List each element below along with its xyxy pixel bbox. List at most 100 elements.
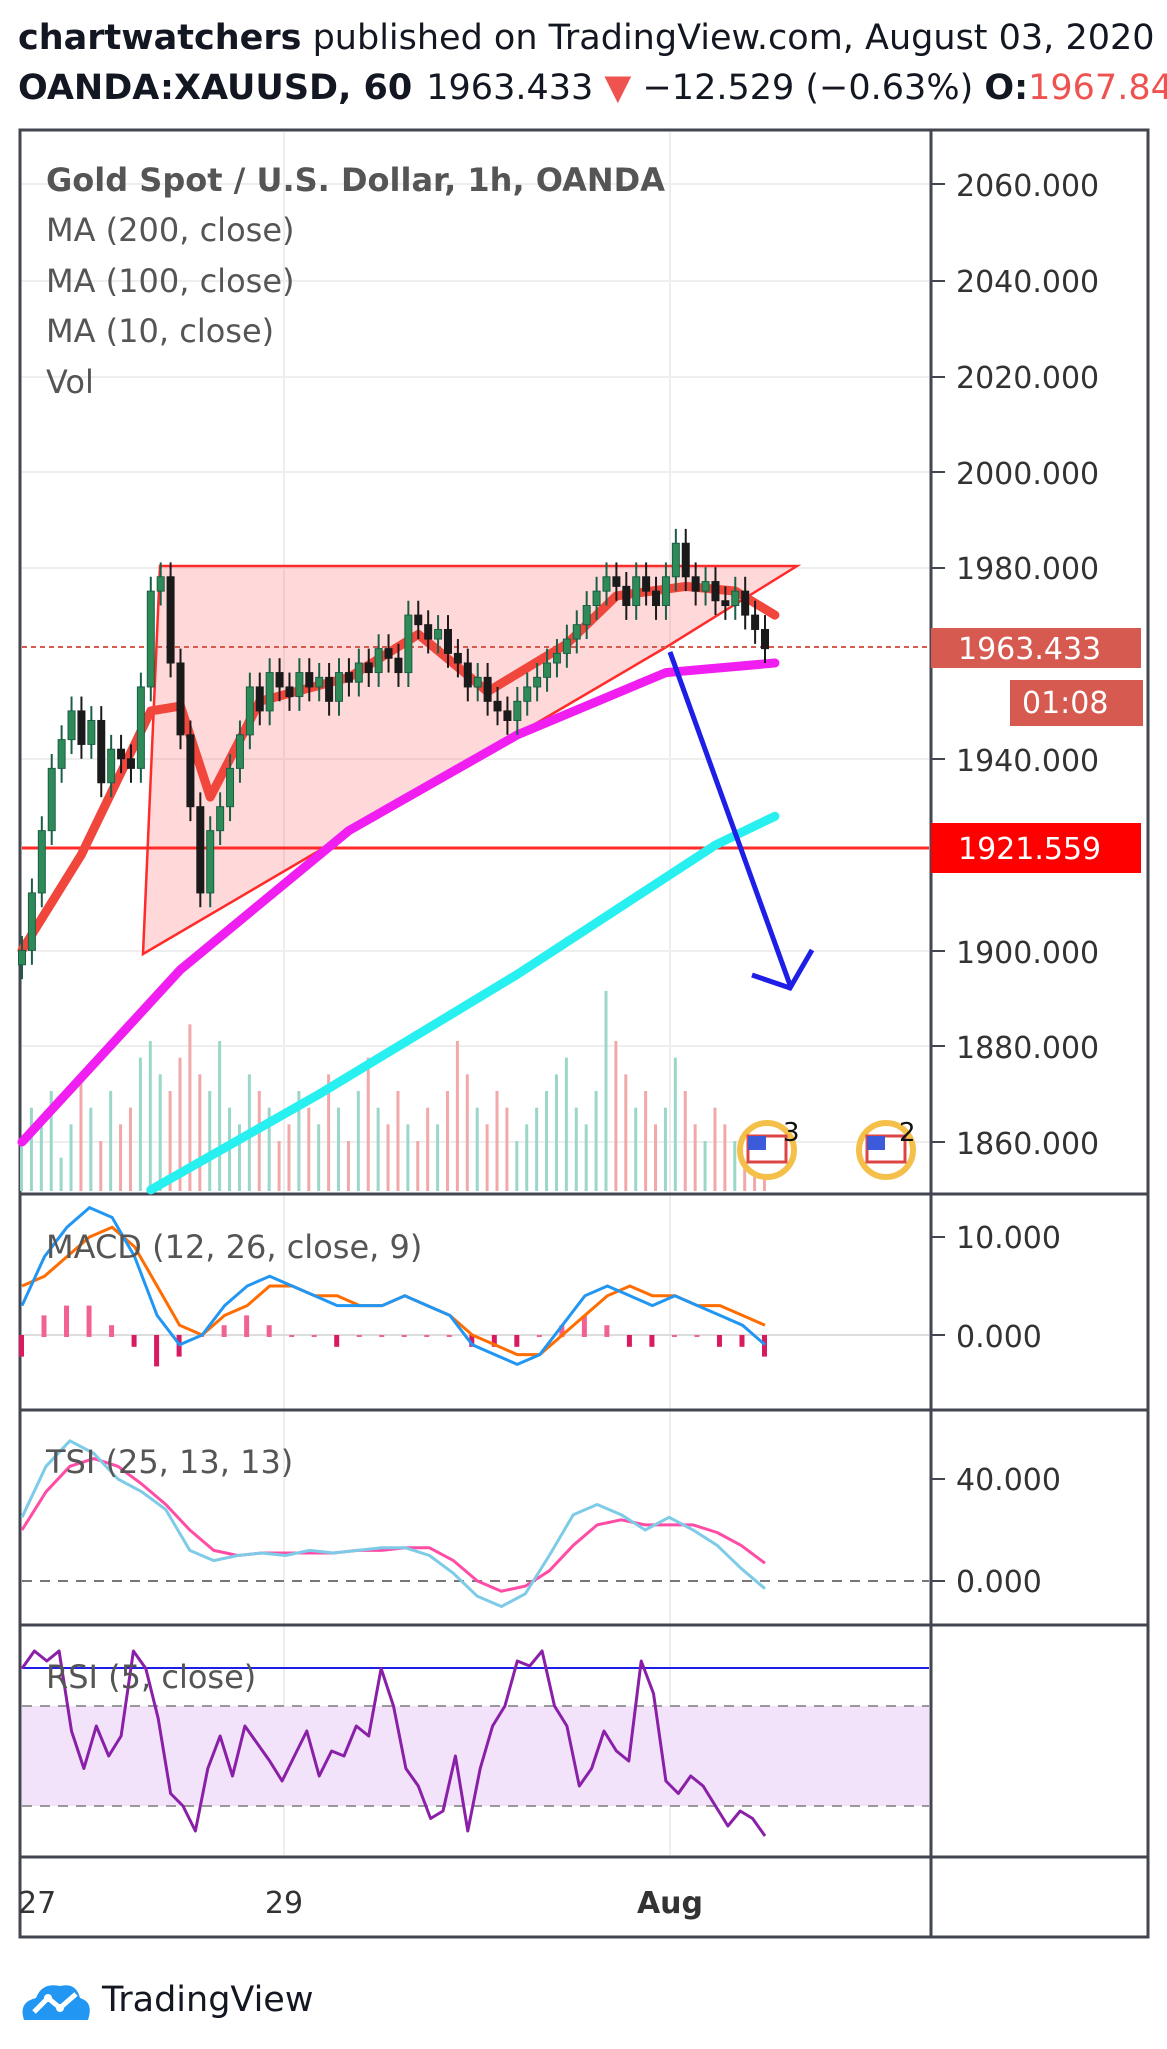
volume-bar	[376, 1107, 380, 1191]
volume-bar	[554, 1074, 558, 1191]
volume-bar	[723, 1124, 727, 1191]
event-marker[interactable]: 2	[856, 1118, 916, 1180]
volume-bar	[495, 1091, 499, 1191]
candle-body	[136, 686, 145, 769]
volume-bar	[356, 1091, 360, 1191]
flag-canton	[867, 1136, 885, 1150]
macd-histogram-bar	[671, 1335, 677, 1337]
volume-bar	[386, 1124, 390, 1191]
y-tick-label: 1860.000	[956, 1127, 1099, 1162]
candle-body	[275, 672, 284, 688]
legend-ma10: MA (10, close)	[46, 312, 274, 350]
candle-body	[751, 614, 760, 630]
volume-bar	[703, 1141, 707, 1191]
macd-histogram-bar	[41, 1315, 47, 1337]
macd-histogram-bar	[131, 1335, 137, 1347]
volume-bar	[713, 1107, 717, 1191]
volume-bar	[644, 1091, 648, 1191]
volume-bar	[79, 1074, 83, 1191]
volume-bar	[138, 1057, 142, 1191]
candle-body	[37, 830, 46, 894]
event-marker[interactable]: 3	[737, 1118, 800, 1180]
legend-ma100: MA (100, close)	[46, 262, 294, 300]
candle-body	[176, 662, 185, 736]
tsi-tick-label: 0.000	[956, 1565, 1042, 1600]
price-axis[interactable]: 2060.000 2040.000 2020.000 2000.000 1980…	[931, 169, 1143, 1600]
volume-bar	[337, 1107, 341, 1191]
macd-histogram-bar	[536, 1335, 542, 1337]
candle-body	[126, 758, 135, 769]
indicator-layer	[19, 1205, 767, 1837]
y-tick-label: 1880.000	[956, 1031, 1099, 1066]
volume-bar	[426, 1107, 430, 1191]
macd-histogram-bar	[401, 1335, 407, 1337]
macd-histogram-bar	[19, 1335, 24, 1357]
last-price-badge	[931, 628, 1141, 668]
volume-bar	[307, 1107, 311, 1191]
candle-body	[146, 590, 155, 688]
candle-body	[503, 710, 512, 721]
volume-bar	[505, 1107, 509, 1191]
candle-body	[67, 710, 76, 741]
macd-histogram-bar	[604, 1325, 610, 1337]
time-axis[interactable]: 27 29 Aug	[18, 1886, 703, 1921]
volume-bar	[604, 991, 608, 1191]
macd-histogram-bar	[109, 1325, 115, 1337]
volume-bar	[445, 1091, 449, 1191]
volume-bar	[168, 1091, 172, 1191]
candle-body	[721, 600, 730, 607]
projection-arrowhead-icon	[751, 948, 815, 992]
last-price-badge-text: 1963.433	[958, 632, 1101, 667]
candle-body	[57, 739, 66, 769]
candle-body	[652, 590, 661, 607]
candle-body	[443, 628, 452, 654]
candle-body	[255, 686, 264, 712]
candle-body	[681, 542, 690, 578]
level-badge	[931, 823, 1141, 873]
candle-body	[18, 949, 26, 966]
tradingview-logo-icon[interactable]	[16, 1972, 96, 2032]
volume-bar	[515, 1141, 519, 1191]
macd-histogram-bar	[762, 1335, 767, 1357]
macd-histogram-bar	[514, 1335, 520, 1347]
candle-body	[384, 648, 393, 659]
macd-histogram-bar	[266, 1325, 272, 1337]
candle-body	[374, 648, 383, 674]
x-tick-label: 29	[265, 1886, 303, 1921]
candle-body	[424, 624, 433, 640]
candle-body	[117, 748, 126, 760]
candle-body	[552, 652, 561, 664]
volume-bar	[267, 1107, 271, 1191]
candle-body	[27, 892, 36, 951]
candlesticks	[18, 528, 769, 980]
brand-name[interactable]: TradingView	[102, 1980, 314, 2020]
candle-body	[245, 686, 254, 736]
candle-body	[731, 590, 740, 607]
volume-bar	[683, 1091, 687, 1191]
volume-bar	[178, 1057, 182, 1191]
candle-body	[156, 576, 165, 592]
macd-histogram-bar	[716, 1335, 722, 1347]
volume-bar	[158, 1074, 162, 1191]
volume-bar	[346, 1141, 350, 1191]
macd-histogram-bar	[649, 1335, 655, 1347]
tsi-line	[20, 1439, 766, 1608]
candle-body	[305, 672, 314, 688]
y-tick-label: 1980.000	[956, 552, 1099, 587]
chart-canvas[interactable]: Gold Spot / U.S. Dollar, 1h, OANDA MA (2…	[0, 0, 1167, 1942]
volume-bar	[564, 1057, 568, 1191]
y-tick-label: 1900.000	[956, 936, 1099, 971]
x-tick-label: Aug	[637, 1886, 703, 1921]
volume-bar	[59, 1157, 63, 1191]
open-label: O:	[984, 68, 1029, 108]
legend-vol: Vol	[46, 363, 94, 401]
chart-frame	[18, 128, 1150, 1939]
volume-bar	[198, 1074, 202, 1191]
candle-body	[741, 590, 750, 616]
author-name[interactable]: chartwatchers	[18, 18, 302, 58]
macd-line	[20, 1205, 766, 1367]
candle-body	[206, 830, 215, 894]
volume-bar	[99, 1141, 103, 1191]
volume-bar	[614, 1041, 618, 1191]
candle-body	[493, 700, 502, 712]
